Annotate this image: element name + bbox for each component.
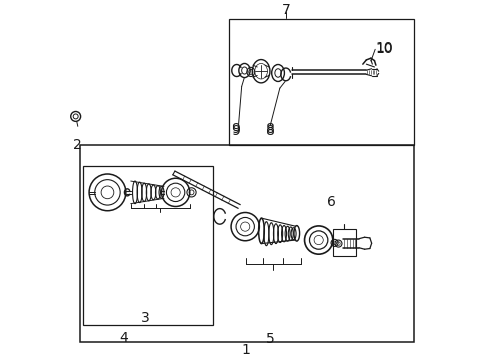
Text: 8: 8 (265, 122, 274, 136)
Text: 9: 9 (231, 124, 240, 138)
Text: 10: 10 (374, 42, 392, 55)
Bar (228, 19, 413, 145)
Text: 5: 5 (265, 332, 274, 346)
Text: 10: 10 (374, 41, 392, 55)
Text: 7: 7 (281, 3, 289, 17)
Bar (80, 145, 413, 342)
Text: 6: 6 (326, 195, 335, 209)
Bar (332, 229, 355, 256)
Text: 1: 1 (242, 343, 250, 357)
Text: 4: 4 (119, 331, 128, 345)
Text: 2: 2 (73, 138, 82, 152)
Text: 9: 9 (231, 122, 240, 136)
Text: 3: 3 (140, 311, 149, 325)
Bar (82, 166, 213, 325)
Text: 8: 8 (265, 124, 274, 138)
